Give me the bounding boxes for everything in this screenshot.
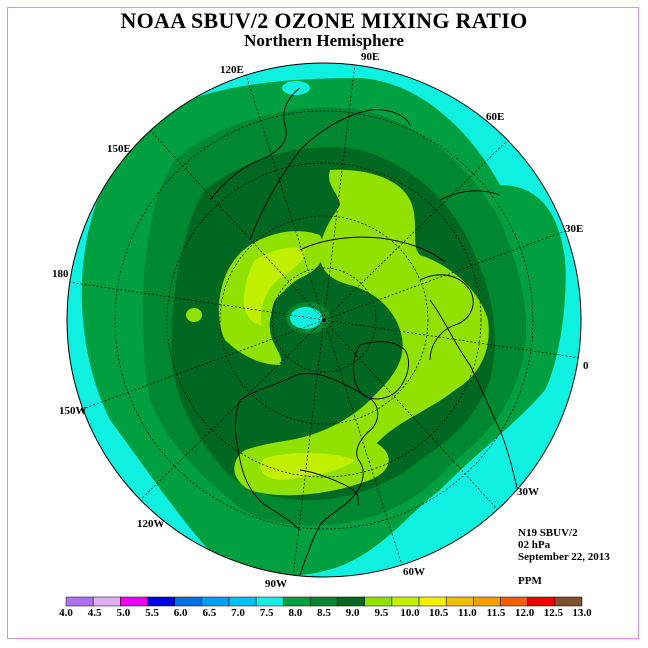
colorbar-swatch — [174, 596, 203, 607]
band-9.5-10.0-blob — [186, 308, 202, 322]
colorbar-tick: 7.0 — [231, 607, 245, 619]
lon-label-150w: 150W — [59, 405, 87, 417]
meridian-180 — [67, 281, 325, 321]
meridian-60e — [323, 134, 514, 321]
band-10.0-10.5 — [243, 247, 305, 325]
latitude-ring-70 — [271, 267, 377, 373]
colorbar-swatch — [201, 596, 230, 607]
meridian-150e — [149, 129, 325, 321]
colorbar-swatch — [92, 596, 121, 607]
colorbar-swatch — [554, 596, 583, 607]
colorbar-swatch — [391, 596, 420, 607]
colorbar-tick: 5.0 — [116, 607, 131, 619]
colorbar-tick: 8.0 — [288, 607, 303, 619]
colorbar-tick: 4.5 — [87, 607, 102, 619]
meridian-90w — [292, 319, 325, 577]
colorbar-swatch — [65, 596, 94, 607]
colorbar-tick: 11.5 — [486, 607, 506, 619]
europe-africa-outline — [429, 299, 521, 501]
colorbar-tick: 12.5 — [543, 607, 563, 619]
colorbar-swatch — [283, 596, 311, 607]
latitude-ring-30 — [166, 162, 482, 478]
lon-label-60e: 60E — [486, 111, 505, 123]
units-label: PPM — [518, 575, 542, 587]
eurasia-outline — [249, 109, 501, 361]
polar-low-center — [290, 307, 322, 329]
colorbar-swatch — [228, 596, 257, 607]
lon-label-120w: 120W — [137, 518, 165, 530]
latitude-ring-10 — [114, 110, 534, 530]
colorbar-swatch — [364, 596, 393, 607]
colorbar-swatch — [310, 596, 338, 607]
meridian-60w — [323, 319, 403, 566]
colorbar-tick: 5.5 — [145, 607, 159, 619]
lon-label-180: 180 — [52, 268, 69, 280]
coastlines — [209, 87, 521, 576]
colorbar-tick: 9.0 — [345, 607, 360, 619]
meridian-120e — [245, 74, 325, 321]
lon-label-150e: 150E — [107, 143, 131, 155]
lon-label-30w: 30W — [517, 486, 539, 498]
lon-label-0: 0 — [583, 360, 589, 372]
colorbar-tick: 6.0 — [173, 607, 188, 619]
colorbar-swatch — [473, 596, 501, 607]
colorbar-tick: 9.5 — [374, 607, 389, 619]
colorbar-swatch — [147, 596, 175, 607]
lon-label-30e: 30E — [565, 223, 584, 235]
lon-label-120e: 120E — [220, 64, 244, 76]
colorbar-tick: 7.5 — [259, 607, 274, 619]
north-america-outline — [234, 373, 379, 576]
meridian-90e — [323, 63, 356, 321]
lon-label-90w: 90W — [265, 578, 287, 590]
colorbar-tick: 11.0 — [458, 607, 477, 619]
lon-label-60w: 60W — [403, 566, 425, 578]
band-10.0-10.5-south — [260, 452, 355, 480]
plot-frame — [7, 7, 639, 639]
map-title: NOAA SBUV/2 OZONE MIXING RATIO — [120, 8, 528, 33]
caribbean-outline — [299, 469, 359, 506]
lon-label-90e: 90E — [361, 51, 380, 63]
colorbar-tick: 13.0 — [572, 607, 592, 619]
colorbar-tick: 8.5 — [317, 607, 331, 619]
colorbar-tick: 10.5 — [429, 607, 449, 619]
band-9.5-10.0 — [244, 169, 489, 476]
meridian-150w — [79, 319, 325, 411]
colorbar-swatch — [527, 596, 556, 607]
colorbar-swatch — [120, 596, 148, 607]
meridian-30e — [323, 229, 569, 321]
colorbar — [65, 596, 583, 607]
map-boundary — [66, 62, 582, 578]
colorbar-tick: 6.5 — [202, 607, 217, 619]
colorbar-swatch — [500, 596, 528, 607]
colorbar-tick: 10.0 — [400, 607, 420, 619]
pressure-label: 02 hPa — [518, 539, 551, 551]
colorbar-swatch — [337, 596, 365, 607]
date-label: September 22, 2013 — [518, 551, 610, 563]
map-subtitle: Northern Hemisphere — [244, 31, 404, 50]
ozone-contour-fields — [67, 63, 581, 577]
colorbar-swatch — [418, 596, 447, 607]
meridian-30w — [323, 319, 499, 511]
greenland-outline — [353, 341, 409, 400]
band-7.5-8.0-blob — [282, 81, 310, 95]
latitude-ring-50 — [219, 215, 429, 425]
graticule — [67, 63, 581, 577]
meridian-0 — [323, 319, 581, 359]
colorbar-tick: 12.0 — [515, 607, 535, 619]
colorbar-tick: 4.0 — [59, 607, 73, 619]
meridian-120w — [134, 319, 325, 506]
colorbar-swatch — [255, 596, 284, 607]
satellite-label: N19 SBUV/2 — [518, 527, 578, 539]
asia-east-outline — [209, 87, 301, 201]
colorbar-swatch — [445, 596, 474, 607]
